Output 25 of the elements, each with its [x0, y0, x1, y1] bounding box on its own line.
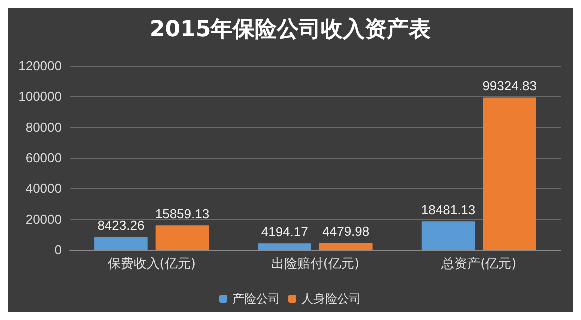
y-tick-label: 100000 [18, 89, 62, 104]
x-tick-label: 保费收入(亿元) [108, 257, 196, 272]
data-label: 4479.98 [322, 224, 370, 240]
chart-title: 2015年保险公司收入资产表 [150, 16, 432, 42]
x-tick-label: 出险赔付(亿元) [271, 257, 360, 272]
data-label: 8423.26 [98, 218, 145, 234]
bar [156, 226, 210, 250]
x-tick-label: 总资产(亿元) [440, 257, 517, 272]
data-label: 18481.13 [421, 202, 476, 218]
data-label: 4194.17 [261, 224, 308, 240]
y-tick-label: 20000 [26, 212, 62, 227]
y-tick-label: 80000 [26, 120, 62, 135]
y-tick-label: 0 [54, 242, 62, 258]
bar [94, 237, 148, 250]
y-tick-label: 60000 [26, 150, 62, 166]
legend-label: 人身险公司 [302, 292, 362, 306]
bar [319, 243, 373, 250]
y-tick-label: 120000 [18, 58, 62, 74]
data-label: 99324.83 [482, 78, 537, 94]
bar [258, 244, 312, 250]
bar [483, 98, 536, 250]
data-label: 15859.13 [155, 206, 210, 222]
legend-label: 产险公司 [232, 292, 280, 306]
y-tick-label: 40000 [26, 181, 62, 196]
bar [422, 222, 476, 250]
